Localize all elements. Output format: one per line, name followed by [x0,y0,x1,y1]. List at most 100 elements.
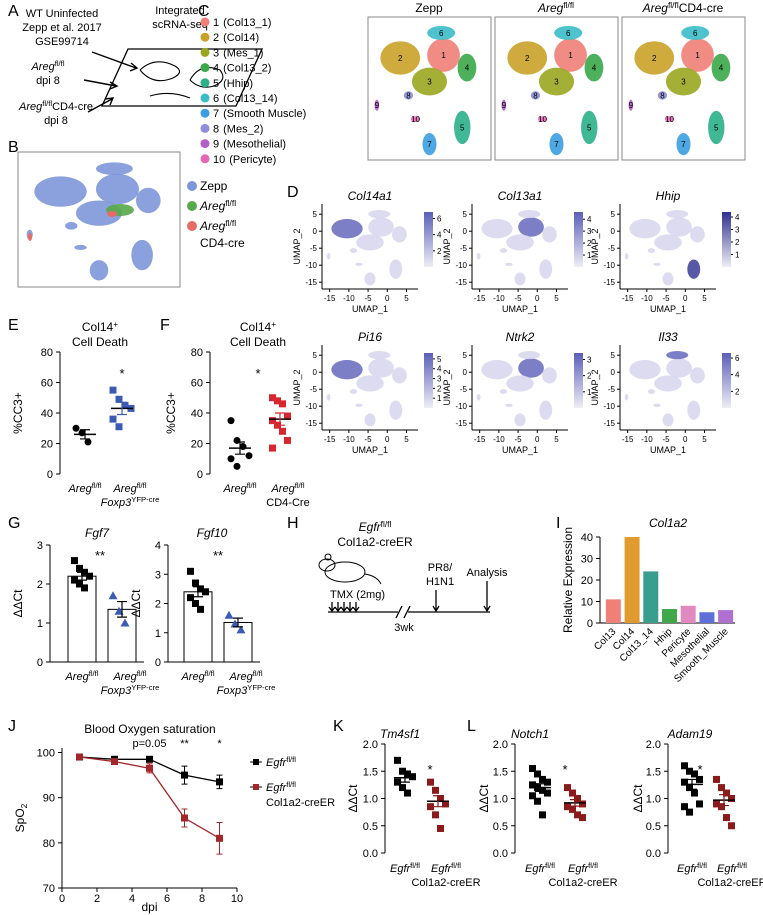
text-part: Areg [180,671,205,683]
color-bar [722,212,731,267]
y-axis-label: ΔΔCt [477,784,491,813]
text-part: Fgf7 [85,526,110,540]
data-point [409,773,416,781]
y-tick-label: 0 [587,618,593,630]
legend-swatch [200,154,210,164]
y-axis-label: UMAP_2 [442,228,452,264]
cell-cloud [368,351,391,360]
data-point [394,778,401,786]
umap-title: Aregfl/fl [537,0,574,15]
y-tick-label: 90 [43,793,55,805]
x-tick-label: Aregfl/fl [228,669,262,683]
cell-cloud [356,375,384,392]
text-part: fl/fl [451,861,461,870]
text-part: fl/fl [668,0,679,10]
x-tick-label: Aregfl/fl [112,481,146,495]
cluster-label: 10 [538,115,547,124]
cell-cloud [389,400,403,420]
data-point [544,778,551,786]
y-axis-label: UMAP_2 [292,228,302,264]
color-bar-label: 1 [587,251,592,260]
data-point [76,753,83,761]
cell-cloud [518,210,541,219]
cluster-name: (Smooth Muscle) [223,108,306,120]
significance: ** [213,548,223,563]
error-bar [433,795,443,808]
y-tick-label: 5 [611,210,616,219]
text-part: fl/fl [137,669,147,678]
data-point [120,618,130,627]
cell-cloud [687,259,701,279]
x-tick-label: 5 [404,435,409,444]
data-point [529,781,536,789]
data-point [269,394,276,402]
text-part: Egfr [525,863,547,875]
data-point [115,423,123,431]
text-part: fl/fl [42,99,52,108]
x-tick-label: 8 [199,893,205,905]
text-part: Areg [199,199,226,213]
y-tick-label: -15 [455,278,467,287]
cluster-id: 2 [213,32,219,44]
cell-cloud [518,351,541,360]
panel-letter: E [8,317,19,334]
x-tick-label: 5 [554,435,559,444]
legend-swatch [200,32,210,42]
panel-letter: B [8,139,19,156]
data-point [529,765,536,773]
text-part: Areg [228,671,253,683]
x-tick-label: -5 [365,435,373,444]
cell-cloud [530,91,541,100]
cluster-label: 8 [533,91,538,100]
data-point [579,814,586,822]
cell-cloud [411,67,448,96]
cluster-label: 1 [568,51,573,60]
cluster-id: 8 [213,123,219,135]
cell-cloud [514,413,526,427]
data-point [121,401,129,409]
cell-cloud [427,25,456,40]
cell-cloud [507,41,548,75]
cell-cloud [427,38,460,72]
color-bar-label: 4 [587,215,592,224]
y-tick-label: -15 [305,278,317,287]
cluster-id: 6 [213,93,219,105]
y-axis-label: ΔΔCt [11,589,25,618]
significance: * [255,366,260,381]
cell-cloud [681,25,710,40]
text-part: fl/fl [563,0,574,10]
x-tick-label: 0 [385,294,390,303]
x-tick-label: -15 [324,435,336,444]
y-tick-label: -10 [305,261,317,270]
color-bar-label: 6 [735,354,740,363]
label: PR8/ [428,562,453,574]
y-tick-label: 2.0 [493,739,508,751]
cell-cloud [542,367,557,384]
axis-break [395,605,411,619]
data-point [432,786,439,794]
cluster-name: (Mesothelial) [223,139,286,151]
legend-swatch [200,108,210,118]
data-point [146,755,153,763]
chart-title: Cell Death [72,335,128,349]
cluster-name: (Mes_2) [223,123,263,135]
x-axis-label: UMAP_1 [650,304,686,314]
legend-label: Aregfl/fl [199,198,236,213]
label: Aregfl/fl [30,59,64,73]
x-tick-label: -15 [622,294,634,303]
data-point [539,786,546,794]
data-point [279,427,286,435]
gene-title: Ntrk2 [506,330,535,344]
text-part: + [113,319,118,329]
cell-cloud [654,234,682,251]
x-tick-label: 0 [385,435,390,444]
color-bar-label: 2 [437,247,442,256]
cluster-id: 9 [213,139,219,151]
significance: * [697,762,702,777]
mouse-tail [364,573,382,585]
y-tick-label: 1 [37,618,43,630]
legend-label: Egfrfl/fl [266,780,296,794]
text-part: fl/fl [286,755,296,764]
data-point [534,770,541,778]
y-tick-label: 0 [313,227,318,236]
